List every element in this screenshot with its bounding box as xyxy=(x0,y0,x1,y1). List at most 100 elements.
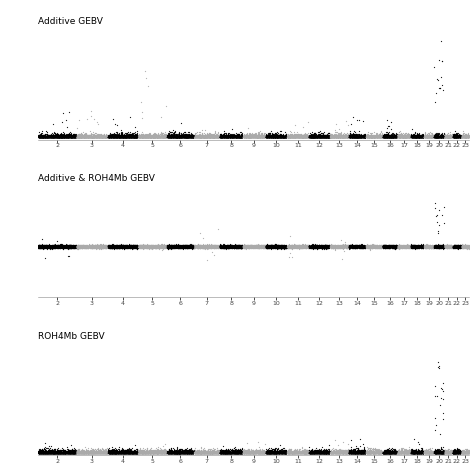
Point xyxy=(386,243,393,251)
Point xyxy=(348,243,356,250)
Point xyxy=(403,133,410,141)
Point xyxy=(421,134,429,141)
Point xyxy=(447,133,455,141)
Point xyxy=(406,243,414,250)
Point xyxy=(356,448,363,456)
Point xyxy=(92,243,100,250)
Point xyxy=(37,133,45,140)
Point xyxy=(371,132,379,140)
Point xyxy=(212,242,219,249)
Point xyxy=(457,242,465,249)
Point xyxy=(51,243,58,250)
Point xyxy=(417,243,425,250)
Point xyxy=(55,134,63,141)
Point xyxy=(126,131,133,139)
Point xyxy=(162,241,169,248)
Point xyxy=(249,449,256,457)
Point xyxy=(125,243,133,250)
Point xyxy=(251,129,259,137)
Point xyxy=(48,242,56,250)
Point xyxy=(273,449,281,457)
Point xyxy=(406,243,413,251)
Point xyxy=(263,133,271,141)
Point xyxy=(313,242,320,250)
Point xyxy=(415,244,422,252)
Point xyxy=(97,448,104,456)
Point xyxy=(195,243,203,251)
Point xyxy=(72,131,79,139)
Point xyxy=(82,242,90,250)
Point xyxy=(208,244,215,252)
Point xyxy=(94,244,101,251)
Point xyxy=(369,243,377,250)
Point xyxy=(436,448,444,456)
Point xyxy=(462,133,470,141)
Point xyxy=(254,133,262,141)
Point xyxy=(82,243,89,250)
Point xyxy=(363,132,371,139)
Point xyxy=(353,243,360,251)
Point xyxy=(168,128,176,136)
Point xyxy=(233,447,241,454)
Point xyxy=(119,448,127,456)
Point xyxy=(310,134,318,141)
Point xyxy=(93,244,100,251)
Point xyxy=(447,134,454,141)
Point xyxy=(119,448,127,456)
Point xyxy=(274,448,282,456)
Point xyxy=(359,133,366,140)
Point xyxy=(117,134,124,141)
Point xyxy=(218,448,226,456)
Point xyxy=(402,131,410,138)
Point xyxy=(177,134,185,141)
Point xyxy=(40,133,48,140)
Point xyxy=(263,131,270,139)
Point xyxy=(446,133,454,140)
Point xyxy=(368,133,376,141)
Point xyxy=(263,245,271,252)
Point xyxy=(220,134,228,141)
Point xyxy=(251,242,258,250)
Point xyxy=(116,244,124,252)
Point xyxy=(340,242,348,250)
Point xyxy=(327,449,335,456)
Point xyxy=(296,449,303,456)
Point xyxy=(65,243,73,250)
Point xyxy=(186,447,193,455)
Point xyxy=(177,449,184,456)
Point xyxy=(326,242,333,250)
Point xyxy=(273,242,281,250)
Point xyxy=(389,242,396,250)
Point xyxy=(237,133,245,141)
Point xyxy=(408,133,415,140)
Point xyxy=(423,243,430,251)
Point xyxy=(349,242,357,250)
Point xyxy=(368,244,376,251)
Point xyxy=(439,448,447,456)
Point xyxy=(365,133,373,140)
Point xyxy=(134,448,141,456)
Point xyxy=(138,448,146,456)
Point xyxy=(286,449,294,456)
Point xyxy=(288,132,295,139)
Point xyxy=(64,449,72,457)
Point xyxy=(56,133,64,141)
Point xyxy=(149,449,157,456)
Point xyxy=(253,448,261,456)
Point xyxy=(199,242,206,250)
Point xyxy=(192,244,200,251)
Point xyxy=(317,243,325,251)
Point xyxy=(122,449,130,456)
Point xyxy=(441,133,448,140)
Point xyxy=(221,449,228,457)
Point xyxy=(215,244,223,251)
Point xyxy=(217,134,224,141)
Point xyxy=(44,133,51,140)
Point xyxy=(64,243,72,251)
Point xyxy=(46,242,54,250)
Point xyxy=(205,242,212,250)
Point xyxy=(165,243,173,251)
Point xyxy=(229,244,237,251)
Point xyxy=(146,242,154,250)
Point xyxy=(441,134,448,141)
